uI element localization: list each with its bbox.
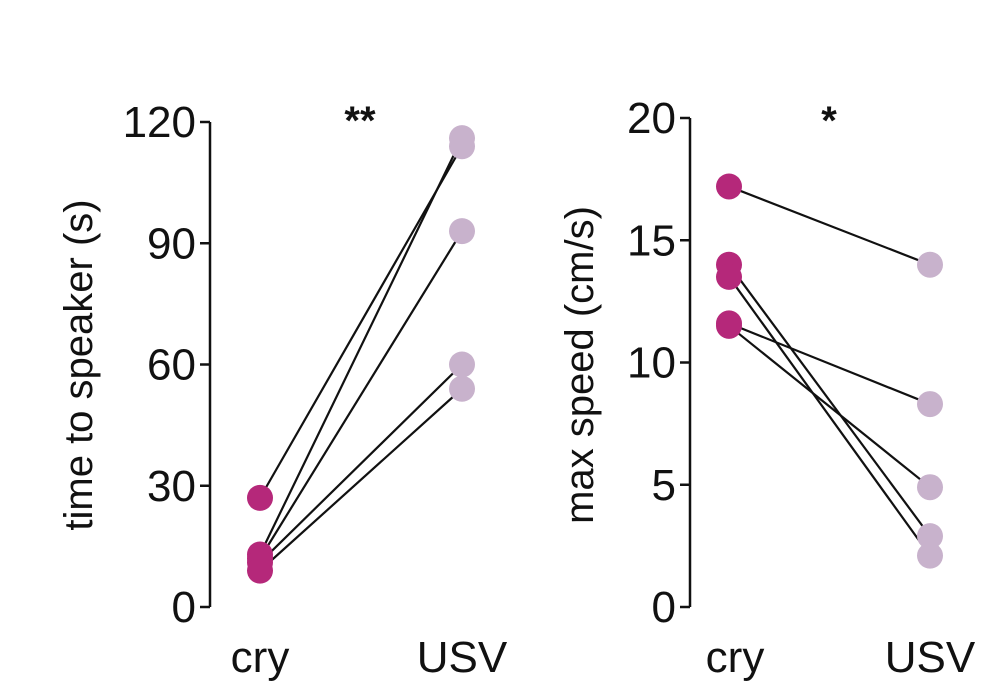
category-label-usv: USV [417, 633, 508, 682]
pair-line [728, 324, 931, 489]
y-tick-label: 30 [147, 462, 196, 511]
y-tick-label: 20 [627, 94, 676, 143]
usv-point [917, 523, 943, 550]
y-ticks: 0 30 60 90 120 [123, 98, 210, 632]
significance-marker: * [821, 99, 837, 143]
usv-point [449, 375, 475, 402]
usv-point [449, 218, 475, 245]
y-tick-label: 5 [652, 461, 676, 510]
y-tick-label: 120 [123, 98, 196, 147]
cry-point [716, 263, 742, 290]
y-tick-label: 90 [147, 219, 196, 268]
pair-line [259, 363, 463, 564]
pair-line [259, 145, 463, 499]
y-tick-label: 15 [627, 216, 676, 265]
pair-line [728, 264, 931, 537]
cry-point [247, 484, 273, 511]
paired-lines [259, 137, 463, 572]
y-tick-label: 0 [652, 583, 676, 632]
pair-line [259, 387, 463, 572]
usv-point [917, 251, 943, 278]
cry-point [716, 173, 742, 200]
panel-max-speed: 0 5 10 15 20 max speed (cm/s) * cry USV [558, 94, 976, 682]
y-tick-label: 60 [147, 341, 196, 390]
data-points [716, 173, 943, 569]
category-label-cry: cry [706, 633, 765, 682]
usv-point [917, 542, 943, 569]
category-label-cry: cry [231, 633, 290, 682]
y-ticks: 0 5 10 15 20 [627, 94, 690, 632]
y-tick-label: 10 [627, 339, 676, 388]
usv-point [917, 391, 943, 418]
y-axis-title: time to speaker (s) [57, 199, 101, 530]
y-tick-label: 0 [172, 583, 196, 632]
pair-line [259, 137, 463, 555]
category-label-usv: USV [885, 633, 976, 682]
paired-lines [728, 185, 931, 557]
usv-point [449, 125, 475, 152]
cry-point [247, 557, 273, 584]
pair-line [728, 276, 931, 557]
cry-point [716, 312, 742, 339]
usv-point [449, 351, 475, 378]
significance-marker: ** [344, 99, 376, 143]
pair-line [728, 185, 931, 266]
data-points [247, 125, 475, 584]
panel-time-to-speaker: 0 30 60 90 120 time to speaker (s) ** cry US… [57, 98, 508, 682]
y-axis-title: max speed (cm/s) [558, 206, 602, 524]
usv-point [917, 474, 943, 501]
pair-line [259, 230, 463, 560]
pair-line [728, 322, 931, 406]
